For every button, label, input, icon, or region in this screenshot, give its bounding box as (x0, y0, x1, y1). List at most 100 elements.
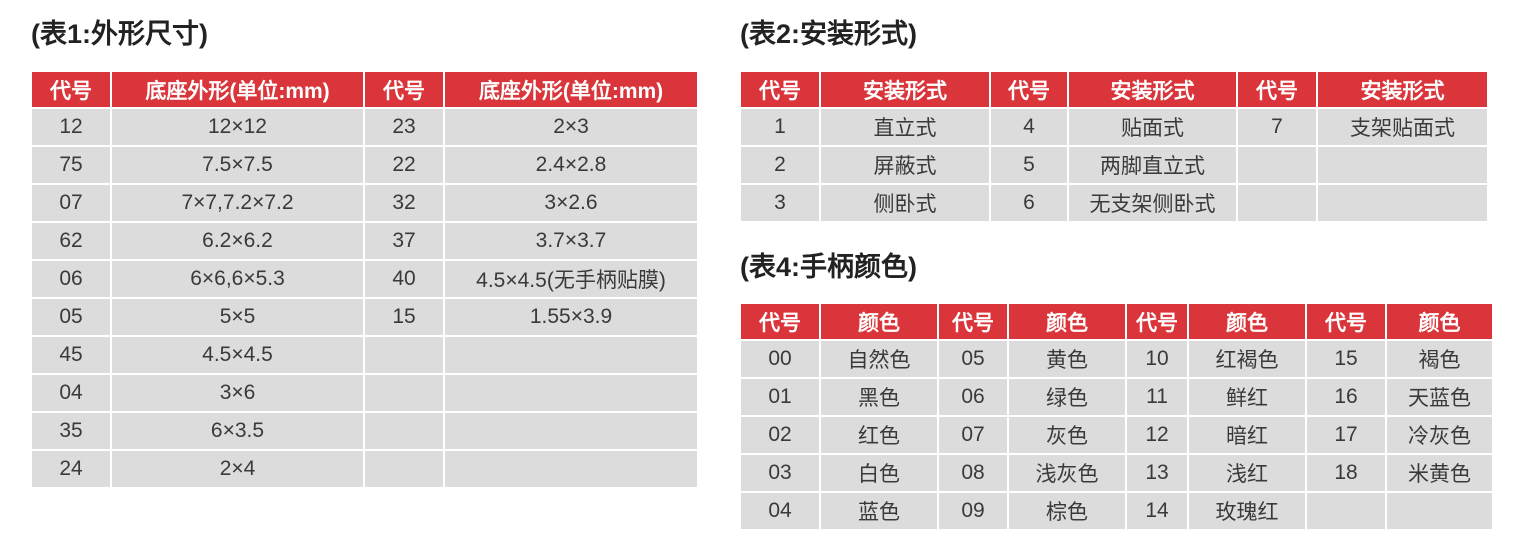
code-cell: 18 (1305, 453, 1387, 493)
column-header: 代号 (937, 302, 1009, 341)
value-cell: 褐色 (1385, 339, 1494, 379)
table4-title: (表4:手柄颜色) (740, 252, 917, 282)
table-row: 75 7.5×7.5 22 2.4×2.8 (30, 145, 699, 185)
value-cell: 7.5×7.5 (110, 145, 365, 185)
code-cell: 62 (30, 221, 112, 261)
value-cell: 红褐色 (1187, 339, 1307, 379)
value-cell: 直立式 (819, 107, 991, 147)
code-cell: 01 (739, 377, 821, 417)
column-header: 代号 (1305, 302, 1387, 341)
table-row: 06 6×6,6×5.3 40 4.5×4.5(无手柄贴膜) (30, 259, 699, 299)
value-cell: 2×4 (110, 449, 365, 489)
code-cell: 6 (989, 183, 1069, 223)
code-cell: 75 (30, 145, 112, 185)
code-cell: 4 (989, 107, 1069, 147)
value-cell: 7×7,7.2×7.2 (110, 183, 365, 223)
value-cell (443, 449, 699, 489)
value-cell: 灰色 (1007, 415, 1127, 455)
table-row: 04 蓝色 09 棕色 14 玫瑰红 (739, 491, 1494, 531)
column-header: 颜色 (1187, 302, 1307, 341)
value-cell (1316, 145, 1489, 185)
column-header: 代号 (363, 70, 445, 109)
code-cell: 16 (1305, 377, 1387, 417)
column-header: 代号 (30, 70, 112, 109)
value-cell: 6.2×6.2 (110, 221, 365, 261)
code-cell: 37 (363, 221, 445, 261)
table-row: 62 6.2×6.2 37 3.7×3.7 (30, 221, 699, 261)
value-cell: 米黄色 (1385, 453, 1494, 493)
code-cell: 5 (989, 145, 1069, 185)
value-cell: 贴面式 (1067, 107, 1238, 147)
code-cell: 45 (30, 335, 112, 375)
code-cell: 05 (30, 297, 112, 337)
code-cell: 12 (30, 107, 112, 147)
column-header: 代号 (1125, 302, 1189, 341)
value-cell: 6×6,6×5.3 (110, 259, 365, 299)
value-cell: 白色 (819, 453, 939, 493)
table-row: 45 4.5×4.5 (30, 335, 699, 375)
header-row: 代号 颜色 代号 颜色 代号 颜色 代号 颜色 (739, 302, 1494, 341)
code-cell: 22 (363, 145, 445, 185)
table-row: 3 侧卧式 6 无支架侧卧式 (739, 183, 1489, 223)
code-cell: 15 (1305, 339, 1387, 379)
value-cell: 浅红 (1187, 453, 1307, 493)
value-cell: 浅灰色 (1007, 453, 1127, 493)
code-cell: 32 (363, 183, 445, 223)
value-cell: 绿色 (1007, 377, 1127, 417)
column-header: 颜色 (819, 302, 939, 341)
table-row: 00 自然色 05 黄色 10 红褐色 15 褐色 (739, 339, 1494, 379)
value-cell: 屏蔽式 (819, 145, 991, 185)
table-row: 35 6×3.5 (30, 411, 699, 451)
value-cell: 无支架侧卧式 (1067, 183, 1238, 223)
value-cell: 玫瑰红 (1187, 491, 1307, 531)
code-cell: 13 (1125, 453, 1189, 493)
code-cell: 3 (739, 183, 821, 223)
value-cell: 4.5×4.5(无手柄贴膜) (443, 259, 699, 299)
value-cell (443, 335, 699, 375)
column-header: 颜色 (1385, 302, 1494, 341)
column-header: 安装形式 (1067, 70, 1238, 109)
code-cell: 12 (1125, 415, 1189, 455)
code-cell: 40 (363, 259, 445, 299)
code-cell (363, 411, 445, 451)
code-cell: 08 (937, 453, 1009, 493)
value-cell: 黄色 (1007, 339, 1127, 379)
code-cell (363, 373, 445, 413)
code-cell: 24 (30, 449, 112, 489)
table-row: 1 直立式 4 贴面式 7 支架贴面式 (739, 107, 1489, 147)
code-cell (1305, 491, 1387, 531)
table-dimensions: 代号 底座外形(单位:mm) 代号 底座外形(单位:mm) 12 12×12 23 2×3 75… (30, 70, 699, 489)
value-cell: 红色 (819, 415, 939, 455)
column-header: 安装形式 (1316, 70, 1489, 109)
code-cell: 17 (1305, 415, 1387, 455)
code-cell: 07 (30, 183, 112, 223)
table-row: 2 屏蔽式 5 两脚直立式 (739, 145, 1489, 185)
value-cell: 黑色 (819, 377, 939, 417)
value-cell (443, 373, 699, 413)
code-cell: 04 (739, 491, 821, 531)
value-cell: 蓝色 (819, 491, 939, 531)
header-row: 代号 安装形式 代号 安装形式 代号 安装形式 (739, 70, 1489, 109)
table2-title: (表2:安装形式) (740, 19, 917, 49)
code-cell: 04 (30, 373, 112, 413)
table-mounting-type: 代号 安装形式 代号 安装形式 代号 安装形式 1 直立式 4 贴面式 7 支架贴面式 2 屏蔽式 5 两脚直… (739, 70, 1489, 223)
value-cell: 天蓝色 (1385, 377, 1494, 417)
table-row: 02 红色 07 灰色 12 暗红 17 冷灰色 (739, 415, 1494, 455)
table-row: 01 黑色 06 绿色 11 鲜红 16 天蓝色 (739, 377, 1494, 417)
code-cell (363, 335, 445, 375)
value-cell: 侧卧式 (819, 183, 991, 223)
value-cell: 12×12 (110, 107, 365, 147)
column-header: 安装形式 (819, 70, 991, 109)
code-cell: 2 (739, 145, 821, 185)
table-row: 07 7×7,7.2×7.2 32 3×2.6 (30, 183, 699, 223)
column-header: 底座外形(单位:mm) (443, 70, 699, 109)
table-row: 03 白色 08 浅灰色 13 浅红 18 米黄色 (739, 453, 1494, 493)
value-cell: 5×5 (110, 297, 365, 337)
value-cell: 鲜红 (1187, 377, 1307, 417)
value-cell: 棕色 (1007, 491, 1127, 531)
code-cell: 10 (1125, 339, 1189, 379)
value-cell: 4.5×4.5 (110, 335, 365, 375)
value-cell: 2×3 (443, 107, 699, 147)
code-cell: 09 (937, 491, 1009, 531)
column-header: 代号 (739, 70, 821, 109)
